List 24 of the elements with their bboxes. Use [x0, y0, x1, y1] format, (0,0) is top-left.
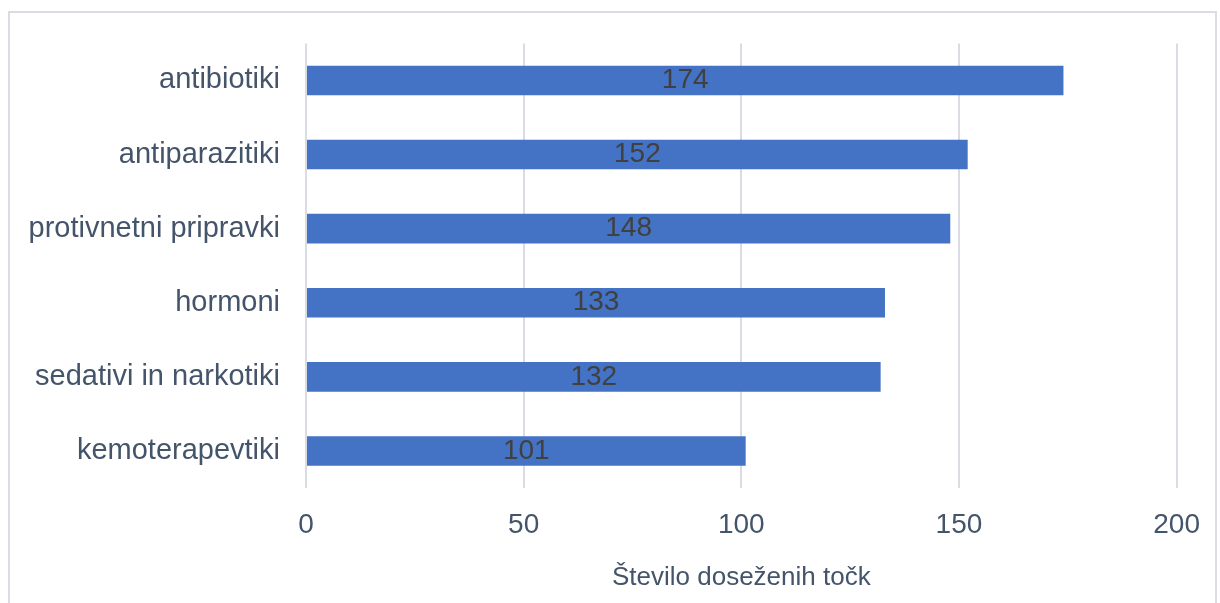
data-label: 132 [570, 359, 618, 391]
bar [307, 139, 968, 170]
y-tick-label: antibiotiki [159, 62, 280, 95]
bar [307, 362, 881, 392]
y-tick-label: hormoni [175, 284, 280, 317]
data-label: 152 [613, 137, 661, 169]
bar [307, 287, 885, 318]
x-tick-label: 200 [1153, 507, 1200, 539]
x-tick-label: 150 [935, 507, 983, 539]
x-tick-label: 100 [717, 507, 765, 539]
x-axis-title: Število doseženih točk [611, 560, 872, 591]
y-tick-label: kemoterapevtiki [76, 432, 280, 465]
data-label: 101 [502, 433, 550, 465]
bar [307, 65, 1064, 96]
bar [307, 436, 746, 466]
y-tick-label: sedativi in narkotiki [35, 358, 280, 391]
y-tick-label: protivnetni pripravki [28, 210, 280, 243]
x-tick-label: 0 [298, 507, 314, 539]
data-label: 148 [605, 211, 652, 243]
data-label: 133 [572, 285, 620, 317]
bar [307, 213, 951, 244]
x-tick-label: 50 [508, 507, 540, 539]
data-label: 174 [661, 63, 709, 95]
y-tick-label: antiparazitiki [118, 136, 280, 169]
